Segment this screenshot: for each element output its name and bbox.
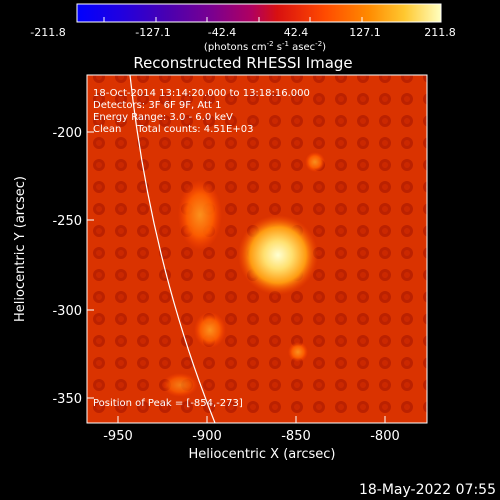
x-tick-label: -800	[370, 429, 400, 444]
colorbar-tick-label: 211.8	[424, 26, 456, 39]
colorbar-tick-label: -211.8	[30, 26, 65, 39]
colorbar-units: (photons cm-2 s-1 asec-2)	[204, 40, 326, 53]
rhessi-image	[87, 75, 427, 423]
y-tick-label: -350	[52, 392, 82, 407]
peak-position: Position of Peak = [-854,-273]	[93, 398, 243, 409]
info-counts: Clean Total counts: 4.51E+03	[93, 124, 253, 135]
axis-ticks	[87, 131, 386, 423]
y-tick-label: -250	[52, 214, 82, 229]
colorbar-tick-label: 127.1	[349, 26, 381, 39]
colorbar-tick-label: 42.4	[284, 26, 309, 39]
y-tick-label: -300	[52, 304, 82, 319]
footer-date: 18-May-2022 07:55	[359, 482, 496, 498]
info-time-range: 18-Oct-2014 13:14:20.000 to 13:18:16.000	[93, 88, 310, 99]
image-title: Reconstructed RHESSI Image	[133, 54, 352, 72]
info-detectors: Detectors: 3F 6F 9F, Att 1	[93, 100, 221, 111]
flare-peak	[238, 215, 318, 295]
y-axis-label: Heliocentric Y (arcsec)	[13, 176, 28, 322]
colorbar-tick-label: -127.1	[135, 26, 170, 39]
x-tick-label: -850	[281, 429, 311, 444]
colorbar-ticks	[103, 17, 363, 22]
image-frame	[86, 74, 428, 424]
info-energy: Energy Range: 3.0 - 6.0 keV	[93, 112, 233, 123]
y-tick-label: -200	[52, 126, 82, 141]
x-tick-label: -950	[103, 429, 133, 444]
x-tick-label: -900	[192, 429, 222, 444]
solar-limb	[129, 75, 216, 423]
x-axis-label: Heliocentric X (arcsec)	[189, 447, 336, 462]
colorbar-tick-label: -42.4	[208, 26, 236, 39]
